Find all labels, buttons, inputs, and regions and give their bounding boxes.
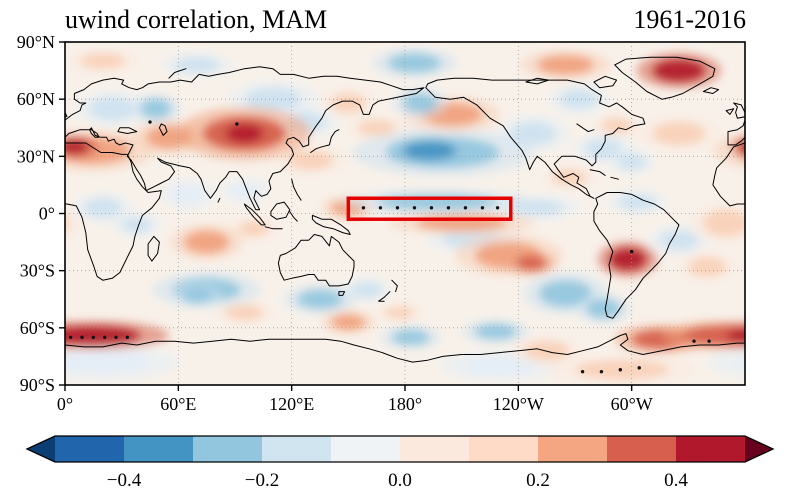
stipple-dots (68, 120, 711, 374)
highlight-box (346, 196, 513, 221)
lat-tick-label: 30°S (20, 261, 55, 281)
lon-tick-label: 120°W (493, 394, 544, 414)
map-canvas: 90°N60°N30°N0°30°S60°S90°S0° 60°E 120°E 180… (17, 32, 746, 414)
colorbar-over-arrow (745, 436, 773, 462)
colorbar-segment (607, 436, 677, 462)
axis-labels: 90°N60°N30°N0°30°S60°S90°S0° 60°E 120°E 180… (17, 32, 653, 414)
colorbar-tick-label: 0.2 (526, 470, 550, 491)
title-row: uwind correlation, MAM 1961-2016 (65, 4, 746, 35)
lat-tick-label: 0° (39, 204, 55, 224)
colorbar-tick-label: 0.4 (664, 470, 688, 491)
lat-tick-label: 90°S (20, 375, 55, 395)
colorbar-segment (55, 436, 125, 462)
lon-tick-label: 180° (388, 394, 422, 414)
colorbar-segment (469, 436, 539, 462)
lon-tick-label: 60°E (160, 394, 196, 414)
colorbar-outline (25, 435, 775, 463)
lon-tick-label: 120°E (269, 394, 314, 414)
chart-period: 1961-2016 (633, 5, 746, 34)
colorbar-under-arrow (27, 436, 55, 462)
lon-tick-label: 0° (57, 394, 73, 414)
map-area (65, 42, 745, 385)
colorbar-segment (262, 436, 332, 462)
colorbar-tick-label: −0.2 (245, 470, 279, 491)
colorbar-segment (193, 436, 263, 462)
colorbar: −0.4 −0.2 0.0 0.2 0.4 (25, 435, 775, 491)
lat-tick-label: 60°N (17, 89, 55, 109)
colorbar-segment (676, 436, 746, 462)
gridlines (65, 42, 745, 385)
lat-tick-label: 30°N (17, 146, 55, 166)
lat-tick-label: 60°S (20, 318, 55, 338)
colorbar-tick-label: −0.4 (107, 470, 142, 491)
colorbar-segment (331, 436, 401, 462)
colorbar-segment (400, 436, 470, 462)
coastlines (65, 56, 745, 363)
chart-title: uwind correlation, MAM (65, 5, 328, 34)
colorbar-tick-label: 0.0 (388, 470, 412, 491)
colorbar-segment (538, 436, 608, 462)
colorbar-segment (124, 436, 194, 462)
lon-tick-label: 60°W (611, 394, 653, 414)
lat-tick-label: 90°N (17, 32, 55, 52)
axis-ticks (59, 41, 633, 391)
